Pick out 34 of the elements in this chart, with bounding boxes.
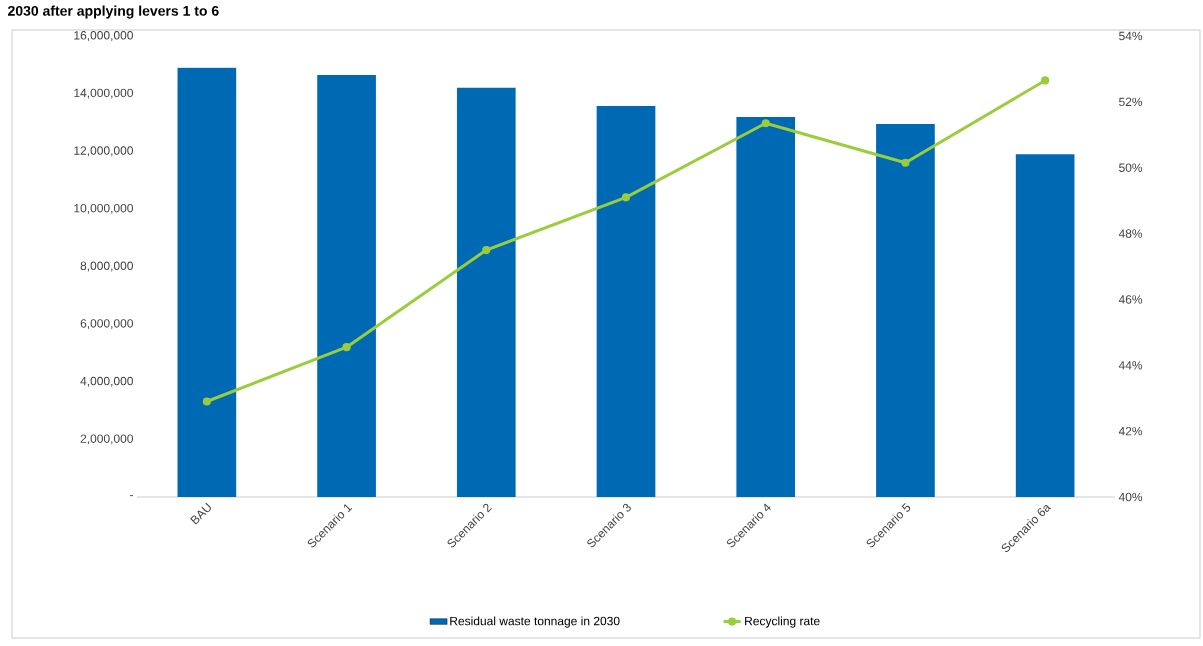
y-tick-label: 12,000,000 <box>74 146 133 157</box>
bar <box>317 74 376 497</box>
y2-tick-label: 50% <box>1119 163 1143 172</box>
y2-tick-label: 42% <box>1118 426 1143 436</box>
point <box>621 193 631 202</box>
y2-tick-label: 48% <box>1118 229 1143 238</box>
bar <box>736 116 796 497</box>
point <box>901 158 910 167</box>
y-tick-label: 10,000,000 <box>74 203 133 214</box>
y2-tick-label: 44% <box>1118 361 1143 370</box>
y-tick-label: 2,000,000 <box>80 434 133 445</box>
point <box>342 343 351 352</box>
y-tick-label: 14,000,000 <box>74 88 133 99</box>
y-tick-label: 16,000,000 <box>74 31 133 41</box>
point <box>1041 76 1050 85</box>
bar <box>1015 154 1075 497</box>
y-tick-label: 4,000,000 <box>80 376 133 387</box>
bar <box>596 106 656 497</box>
y-tick-label: - <box>130 495 133 497</box>
bar <box>177 67 237 497</box>
legend-label: Recycling rate <box>745 616 820 628</box>
y2-tick-label: 46% <box>1118 295 1143 304</box>
y-tick-label: 6,000,000 <box>80 319 133 330</box>
point <box>202 397 211 406</box>
y-tick-label: 8,000,000 <box>80 261 133 272</box>
bar <box>876 123 935 497</box>
y2-tick-label: 52% <box>1119 97 1143 107</box>
bar <box>456 87 516 497</box>
legend-label: Residual waste tonnage in 2030 <box>450 616 620 628</box>
point <box>761 119 770 128</box>
chart-title: 2030 after applying levers 1 to 6 <box>8 5 219 19</box>
point <box>482 245 491 255</box>
y2-tick-label: 54% <box>1119 31 1143 41</box>
y2-tick-label: 40% <box>1118 492 1143 502</box>
